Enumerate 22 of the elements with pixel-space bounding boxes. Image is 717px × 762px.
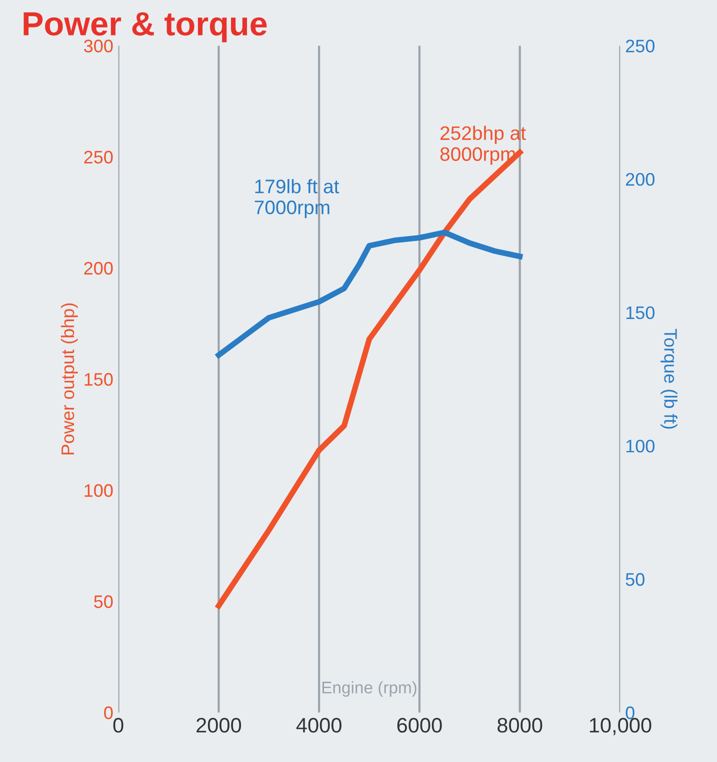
y2-tick-label: 50 <box>626 573 644 586</box>
y-tick-label: 200 <box>84 262 113 275</box>
x-tick-label: 6000 <box>397 718 442 733</box>
y-tick-label: 250 <box>84 150 113 164</box>
x-tick-label: 4000 <box>296 718 342 733</box>
y2-tick-label: 100 <box>626 440 654 452</box>
y-tick-label: 100 <box>84 484 113 497</box>
x-tick-label: 0 <box>113 718 124 733</box>
x-axis-title: Engine (rpm) <box>322 681 416 697</box>
annotation: 179lb ft at 7000rpm <box>254 179 340 218</box>
y-tick-label: 50 <box>94 595 113 608</box>
y2-tick-label: 200 <box>626 173 654 186</box>
x-tick-label: 2000 <box>196 718 242 733</box>
y2-tick-label: 250 <box>626 40 654 52</box>
x-tick-label: 10,000 <box>590 718 652 736</box>
y-tick-label: 150 <box>84 373 113 386</box>
x-tick-label: 8000 <box>498 718 542 733</box>
y2-axis-title: Torque (lb ft) <box>660 328 678 429</box>
y2-tick-label: 0 <box>626 706 634 720</box>
y-tick-label: 0 <box>104 706 113 720</box>
y-axis-title: Power output (bhp) <box>60 303 78 454</box>
y2-tick-label: 150 <box>626 306 654 320</box>
